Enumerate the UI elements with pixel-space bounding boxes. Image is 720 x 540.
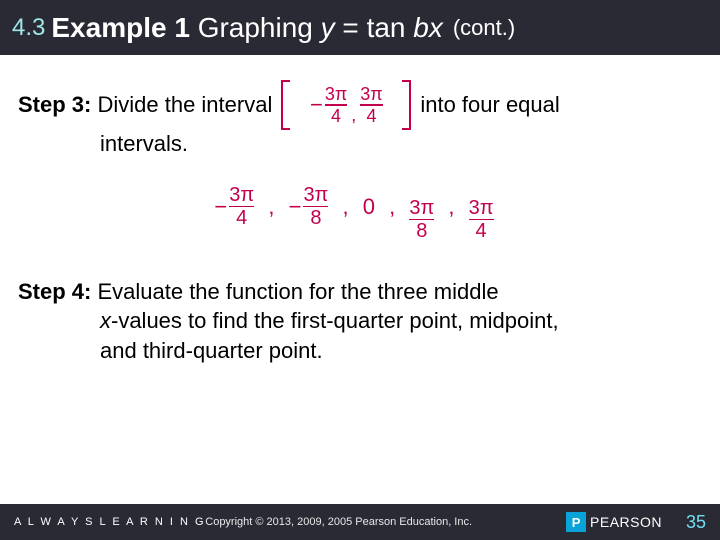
eq-term-1: − 3π 4 <box>214 185 254 228</box>
eq-term-4-num: 3π <box>409 198 434 218</box>
eq-term-2: − 3π 8 <box>289 185 329 228</box>
interval-bracket: − 3π 4 , 3π 4 <box>276 77 416 133</box>
eq-term-2-sign: − <box>289 194 302 220</box>
eq-term-3-val: 0 <box>363 194 375 220</box>
section-number: 4.3 <box>12 14 45 42</box>
slide-header: 4.3 Example 1 Graphing y = tan bx (cont.… <box>0 0 720 55</box>
eq-term-1-den: 4 <box>236 208 247 228</box>
eq-tan: tan <box>367 12 414 43</box>
interval-lower: − 3π 4 <box>310 85 347 124</box>
eq-term-2-num: 3π <box>303 185 328 205</box>
header-title: Example 1 Graphing y = tan bx <box>51 12 442 44</box>
equation-row: − 3π 4 , − 3π 8 , 0 , <box>18 185 690 241</box>
eq-term-1-frac: 3π 4 <box>229 185 254 228</box>
interval-lower-frac: 3π 4 <box>325 85 347 124</box>
interval-comma: , <box>351 103 356 133</box>
interval-upper: 3π 4 <box>360 85 382 124</box>
eq-y: y <box>321 12 335 43</box>
slide-body: Step 3: Divide the interval − 3π 4 <box>0 55 720 366</box>
eq-term-1-num: 3π <box>229 185 254 205</box>
eq-term-5: 3π 4 <box>469 198 494 241</box>
always-learning: A L W A Y S L E A R N I N G <box>14 516 206 528</box>
step4-line3: and third-quarter point. <box>18 336 690 366</box>
eq-comma: , <box>389 194 395 219</box>
eq-comma: , <box>342 194 348 219</box>
step4-line1-text: Evaluate the function for the three midd… <box>91 279 498 304</box>
eq-term-5-num: 3π <box>469 198 494 218</box>
step4-block: Step 4: Evaluate the function for the th… <box>18 277 690 366</box>
eq-term-3: 0 <box>363 194 375 220</box>
eq-comma: , <box>268 194 274 219</box>
eq-equals: = <box>335 12 367 43</box>
interval-content: − 3π 4 , 3π 4 <box>276 77 416 133</box>
eq-bx: bx <box>413 12 443 43</box>
interval-upper-num: 3π <box>360 85 382 103</box>
step3-label: Step 3: Divide the interval <box>18 90 272 120</box>
step4-line2: x-values to find the first-quarter point… <box>18 306 690 336</box>
interval-lower-sign: − <box>310 90 323 120</box>
step3-row: Step 3: Divide the interval − 3π 4 <box>18 77 690 133</box>
slide-footer: A L W A Y S L E A R N I N G Copyright © … <box>0 504 720 540</box>
interval-upper-den: 4 <box>366 107 376 125</box>
step4-label: Step 4: <box>18 279 91 304</box>
page-number: 35 <box>686 512 706 533</box>
graphing-word: Graphing <box>198 12 321 43</box>
interval-upper-frac: 3π 4 <box>360 85 382 124</box>
pearson-brand: P PEARSON <box>566 512 662 532</box>
eq-term-2-frac: 3π 8 <box>303 185 328 228</box>
step4-line2-text: -values to find the first-quarter point,… <box>111 308 559 333</box>
eq-term-2-den: 8 <box>310 208 321 228</box>
slide: { "header": { "section_number": "4.3", "… <box>0 0 720 540</box>
eq-term-4-frac: 3π 8 <box>409 198 434 241</box>
copyright-text: Copyright © 2013, 2009, 2005 Pearson Edu… <box>205 516 472 528</box>
eq-term-4: 3π 8 <box>409 198 434 241</box>
step4-line1: Step 4: Evaluate the function for the th… <box>18 279 499 304</box>
example-word: Example <box>51 12 166 43</box>
step3-label-text: Step 3: <box>18 92 91 117</box>
eq-term-5-den: 4 <box>476 221 487 241</box>
eq-term-4-den: 8 <box>416 221 427 241</box>
step4-x: x <box>100 308 111 333</box>
interval-lower-num: 3π <box>325 85 347 103</box>
interval-lower-den: 4 <box>331 107 341 125</box>
step3-text-c: intervals. <box>18 131 690 157</box>
pearson-text: PEARSON <box>590 514 662 530</box>
continued-label: (cont.) <box>453 15 515 41</box>
step3-text-a: Divide the interval <box>91 92 272 117</box>
eq-term-1-sign: − <box>214 194 227 220</box>
eq-term-5-frac: 3π 4 <box>469 198 494 241</box>
eq-comma: , <box>448 194 454 219</box>
step3-text-b: into four equal <box>420 90 559 120</box>
example-number: 1 <box>174 12 197 43</box>
pearson-icon: P <box>566 512 586 532</box>
